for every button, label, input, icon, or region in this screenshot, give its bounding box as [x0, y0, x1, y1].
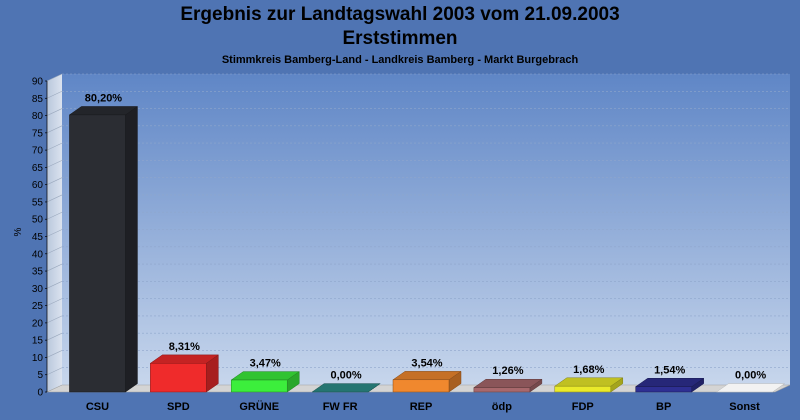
bar-side: [125, 105, 138, 393]
x-tick-label: FDP: [572, 401, 594, 413]
bar-csu: 80,20%: [68, 92, 139, 393]
bar-rep: 3,54%: [392, 357, 462, 393]
data-label: 3,47%: [250, 358, 281, 370]
gridline-side: [46, 177, 63, 185]
y-axis-label: %: [13, 227, 24, 236]
gridline-side: [46, 315, 63, 324]
x-tick-label: CSU: [86, 401, 109, 413]
x-tick-label: Sonst: [729, 401, 760, 413]
y-tick-label: 40: [32, 249, 44, 260]
data-label: 0,00%: [735, 370, 766, 382]
y-tick-label: 90: [32, 77, 44, 88]
bar-top: [149, 354, 220, 364]
bar-front: [150, 363, 207, 393]
gridline-side: [46, 108, 63, 116]
bar-front: [392, 379, 450, 393]
bar-front: [473, 387, 531, 393]
bar-fw-fr: 0,00%: [311, 370, 381, 393]
bar-front: [635, 386, 692, 393]
bar-front: [69, 114, 126, 393]
y-tick-label: 65: [32, 163, 44, 174]
bars: 80,20% 8,31% 3,47% 0,00% 3,54% 1,26% 1,68% 1,54…: [68, 92, 786, 393]
bar--dp: 1,26%: [473, 365, 543, 393]
chart-region: Stimmkreis Bamberg-Land - Landkreis Bamb…: [221, 54, 579, 66]
gridline-side: [46, 332, 63, 341]
x-tick-label: SPD: [167, 401, 190, 413]
x-axis: CSU SPD GRÜNE FW FR REP ödp FDP BP Sonst: [86, 400, 760, 413]
y-tick-label: 35: [32, 267, 44, 278]
y-tick-label: 75: [32, 128, 44, 139]
gridline-side: [46, 229, 63, 237]
y-tick-label: 20: [32, 318, 44, 329]
gridline-side: [46, 125, 63, 134]
bar-top: [311, 383, 381, 393]
gridline-side: [46, 350, 63, 358]
x-tick-label: GRÜNE: [239, 400, 279, 413]
gridline-side: [46, 281, 63, 289]
bar-top: [634, 378, 705, 387]
x-tick-label: ödp: [492, 401, 512, 413]
data-label: 1,54%: [654, 364, 685, 376]
bar-front: [230, 379, 288, 393]
gridline-side: [46, 91, 63, 99]
gridline-side: [46, 263, 63, 272]
gridline-side: [46, 142, 63, 151]
chart-title: Ergebnis zur Landtagswahl 2003 vom 21.09…: [180, 4, 620, 25]
x-tick-label: REP: [410, 401, 433, 413]
gridline-side: [46, 211, 63, 220]
y-tick-label: 10: [32, 353, 44, 364]
data-label: 3,54%: [411, 357, 442, 369]
data-label: 1,26%: [492, 365, 523, 377]
y-tick-label: 45: [32, 232, 44, 243]
data-label: 8,31%: [169, 341, 200, 353]
gridline-side: [46, 160, 63, 168]
y-tick-label: 15: [32, 336, 44, 347]
bar-top: [715, 383, 786, 393]
plot-background: [46, 74, 791, 393]
bar-gr-ne: 3,47%: [230, 358, 301, 393]
gridline-side: [46, 194, 63, 203]
chart-subtitle: Erststimmen: [342, 28, 458, 49]
y-tick-label: 0: [37, 388, 43, 399]
y-tick-label: 25: [32, 301, 44, 312]
bar-bp: 1,54%: [634, 364, 705, 393]
y-tick-label: 70: [32, 146, 44, 157]
bar-fdp: 1,68%: [553, 364, 624, 393]
data-label: 0,00%: [331, 370, 362, 382]
data-label: 1,68%: [573, 364, 604, 376]
y-tick-label: 85: [32, 94, 44, 105]
bar-top: [553, 377, 624, 387]
bar-top: [392, 371, 462, 381]
bar-sonst: 0,00%: [715, 370, 786, 393]
gridline-side: [46, 246, 63, 255]
x-tick-label: FW FR: [323, 401, 358, 413]
y-tick-label: 5: [37, 370, 43, 381]
y-tick-label: 30: [32, 284, 44, 295]
y-tick-label: 80: [32, 111, 44, 122]
gridline-side: [46, 73, 63, 82]
bar-front: [554, 385, 612, 393]
data-label: 80,20%: [85, 92, 123, 104]
bar-spd: 8,31%: [149, 341, 220, 393]
y-tick-label: 50: [32, 215, 44, 226]
bar-top: [68, 106, 139, 116]
y-tick-label: 60: [32, 180, 44, 191]
x-tick-label: BP: [656, 401, 671, 413]
bar-top: [473, 378, 543, 388]
y-axis: 0 5 10 15 20 25 30 35 40 45 50 55 60 65 70 75 80 85 90%: [13, 77, 48, 399]
y-tick-label: 55: [32, 197, 44, 208]
gridline-side: [46, 367, 63, 375]
bar-top: [230, 371, 301, 381]
gridline-side: [46, 298, 63, 306]
